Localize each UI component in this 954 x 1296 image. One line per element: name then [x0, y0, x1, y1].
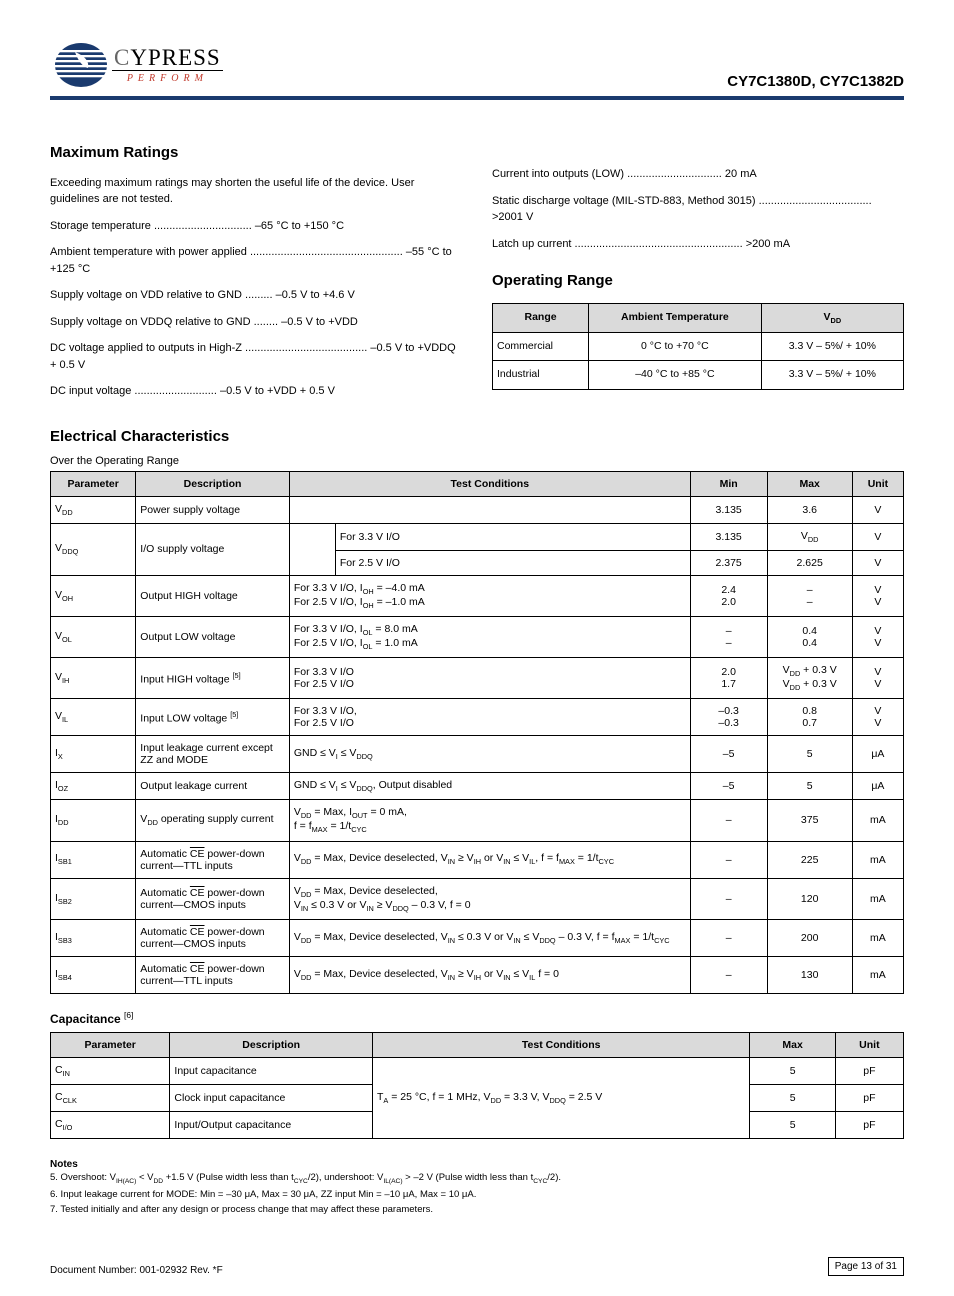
- capacitance-table: Parameter Description Test Conditions Ma…: [50, 1032, 904, 1139]
- table-row: CIN Input capacitance TA = 25 °C, f = 1 …: [51, 1057, 904, 1084]
- header-rule: [50, 96, 904, 100]
- table-row: VDD Power supply voltage 3.135 3.6 V: [51, 496, 904, 523]
- table-row: IOZ Output leakage current GND ≤ VI ≤ VD…: [51, 773, 904, 800]
- part-number: CY7C1380D, CY7C1382D: [727, 73, 904, 90]
- right-column: Current into outputs (LOW) .............…: [492, 124, 904, 410]
- col-header: Range: [493, 303, 589, 332]
- table-row: VDDQ I/O supply voltage For 3.3 V I/O 3.…: [51, 523, 904, 550]
- doc-number: Document Number: 001-02932 Rev. *F: [50, 1265, 223, 1276]
- table-row: Industrial –40 °C to +85 °C 3.3 V – 5%/ …: [493, 361, 904, 390]
- rating-row: Latch up current .......................…: [492, 236, 904, 253]
- table-row: ISB1 Automatic CE power-down current—TTL…: [51, 841, 904, 878]
- section-title: Maximum Ratings: [50, 142, 462, 165]
- rating-row: Static discharge voltage (MIL-STD-883, M…: [492, 193, 904, 226]
- table-row: VOL Output LOW voltage For 3.3 V I/O, IO…: [51, 616, 904, 657]
- table-row: IX Input leakage current except ZZ and M…: [51, 736, 904, 773]
- col-header: Description: [170, 1032, 373, 1057]
- col-header: Description: [136, 471, 290, 496]
- rating-row: Supply voltage on VDDQ relative to GND .…: [50, 314, 462, 331]
- table-row: VIL Input LOW voltage [5] For 3.3 V I/O,…: [51, 699, 904, 736]
- table-header-row: Parameter Description Test Conditions Mi…: [51, 471, 904, 496]
- col-header: Test Conditions: [289, 471, 690, 496]
- page-header: CYPRESS PERFORM CY7C1380D, CY7C1382D: [50, 40, 904, 90]
- top-columns: Maximum Ratings Exceeding maximum rating…: [50, 124, 904, 410]
- col-header: Unit: [835, 1032, 903, 1057]
- rating-row: Current into outputs (LOW) .............…: [492, 166, 904, 183]
- table-header-row: Range Ambient Temperature VDD: [493, 303, 904, 332]
- table-row: ISB2 Automatic CE power-down current—CMO…: [51, 878, 904, 919]
- rating-row: DC input voltage .......................…: [50, 383, 462, 400]
- col-header: VDD: [761, 303, 903, 332]
- table-row: VOH Output HIGH voltage For 3.3 V I/O, I…: [51, 575, 904, 616]
- col-header: Max: [767, 471, 852, 496]
- page-number: Page 13 of 31: [828, 1257, 904, 1276]
- col-header: Unit: [852, 471, 903, 496]
- notes-title: Notes: [50, 1159, 904, 1170]
- note-item: 7. Tested initially and after any design…: [50, 1204, 904, 1217]
- section-title: Operating Range: [492, 270, 904, 293]
- table-row: IDD VDD operating supply current VDD = M…: [51, 800, 904, 841]
- note-item: 5. Overshoot: VIH(AC) < VDD +1.5 V (Puls…: [50, 1172, 904, 1187]
- col-header: Test Conditions: [372, 1032, 750, 1057]
- operating-range-table: Range Ambient Temperature VDD Commercial…: [492, 303, 904, 391]
- max-ratings-column: Maximum Ratings Exceeding maximum rating…: [50, 124, 462, 410]
- table-row: VIH Input HIGH voltage [5] For 3.3 V I/O…: [51, 658, 904, 699]
- rating-row: Storage temperature ....................…: [50, 218, 462, 235]
- rating-row: DC voltage applied to outputs in High-Z …: [50, 340, 462, 373]
- col-header: Parameter: [51, 471, 136, 496]
- rating-row: Supply voltage on VDD relative to GND ..…: [50, 287, 462, 304]
- col-header: Max: [750, 1032, 835, 1057]
- page-root: CYPRESS PERFORM CY7C1380D, CY7C1382D Max…: [0, 0, 954, 1296]
- company-logo: CYPRESS PERFORM: [50, 40, 223, 90]
- section-title: Capacitance [6]: [50, 1010, 904, 1026]
- intro-text: Exceeding maximum ratings may shorten th…: [50, 175, 462, 208]
- col-header: Min: [690, 471, 767, 496]
- page-footer: Document Number: 001-02932 Rev. *F Page …: [50, 1257, 904, 1276]
- section-subtitle: Over the Operating Range: [50, 455, 904, 467]
- electrical-characteristics-table: Parameter Description Test Conditions Mi…: [50, 471, 904, 994]
- logo-subtext: PERFORM: [112, 73, 223, 84]
- section-title: Electrical Characteristics: [50, 428, 904, 445]
- globe-icon: [50, 40, 112, 90]
- table-header-row: Parameter Description Test Conditions Ma…: [51, 1032, 904, 1057]
- note-item: 6. Input leakage current for MODE: Min =…: [50, 1189, 904, 1202]
- col-header: Parameter: [51, 1032, 170, 1057]
- logo-text: CYPRESS: [112, 46, 223, 71]
- table-row: ISB3 Automatic CE power-down current—CMO…: [51, 919, 904, 956]
- col-header: Ambient Temperature: [589, 303, 762, 332]
- table-row: Commercial 0 °C to +70 °C 3.3 V – 5%/ + …: [493, 332, 904, 361]
- rating-row: Ambient temperature with power applied .…: [50, 244, 462, 277]
- table-row: ISB4 Automatic CE power-down current—TTL…: [51, 956, 904, 993]
